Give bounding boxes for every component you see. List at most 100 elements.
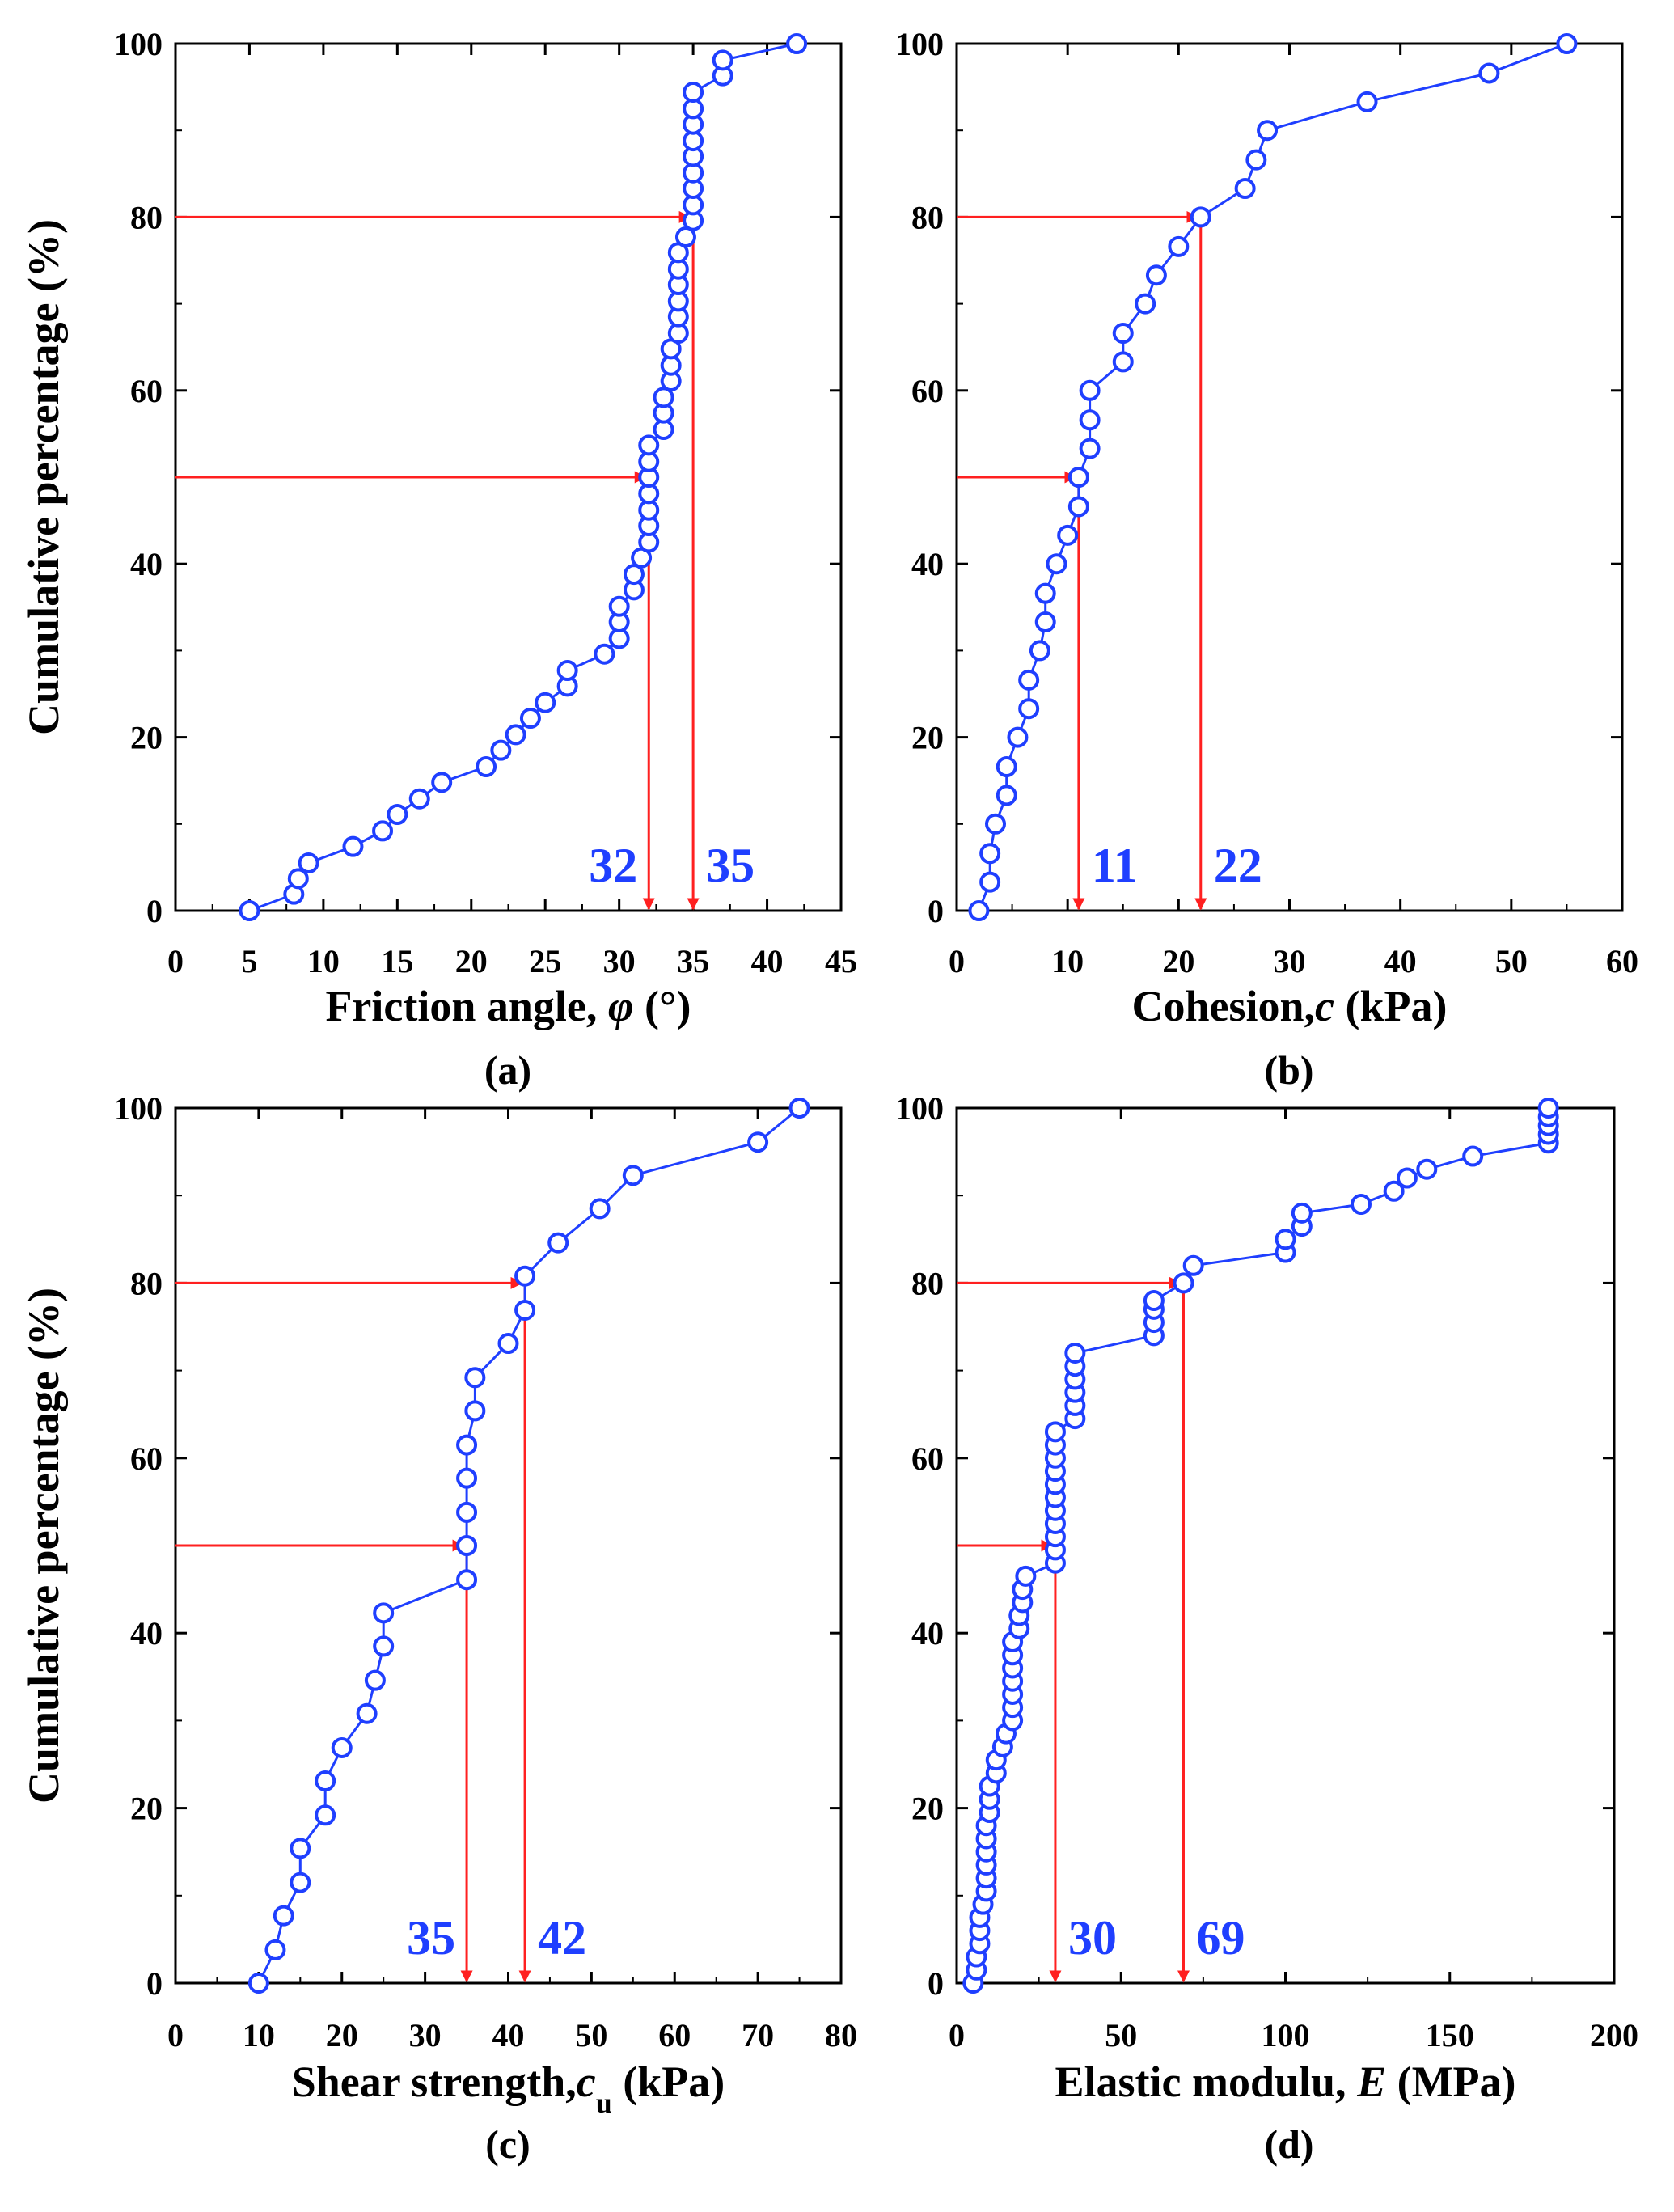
data-point bbox=[622, 1165, 644, 1186]
data-point bbox=[1029, 640, 1050, 662]
x-tick-label: 60 bbox=[1606, 943, 1638, 979]
y-tick-label: 20 bbox=[911, 1791, 944, 1827]
data-point bbox=[1057, 524, 1079, 546]
annotation-value-label: 32 bbox=[589, 839, 637, 892]
data-point bbox=[996, 785, 1017, 806]
x-axis-title: Cohesion,c (kPa) bbox=[1132, 982, 1448, 1030]
x-axis-title: Friction angle, φ (°) bbox=[325, 982, 691, 1030]
data-point bbox=[985, 813, 1007, 835]
annotation-value-label: 30 bbox=[1068, 1911, 1117, 1965]
x-axis-title-prefix: Cohesion, bbox=[1132, 982, 1316, 1030]
data-point bbox=[1018, 698, 1040, 720]
data-point bbox=[1182, 1254, 1204, 1276]
y-tick-label: 20 bbox=[911, 720, 944, 756]
y-tick-label: 80 bbox=[911, 1265, 944, 1301]
x-tick-label: 0 bbox=[949, 2017, 965, 2053]
data-point bbox=[1356, 91, 1378, 112]
data-point bbox=[239, 900, 260, 921]
data-point bbox=[1537, 1098, 1559, 1119]
data-point bbox=[456, 1434, 478, 1456]
data-point bbox=[514, 1299, 536, 1321]
data-point bbox=[497, 1333, 519, 1355]
data-point bbox=[464, 1367, 486, 1389]
data-point bbox=[623, 564, 645, 586]
x-tick-label: 30 bbox=[1274, 943, 1306, 979]
data-point bbox=[1462, 1145, 1484, 1167]
data-point bbox=[786, 33, 808, 54]
x-tick-label: 40 bbox=[492, 2017, 525, 2053]
data-point bbox=[547, 1232, 569, 1254]
data-point bbox=[996, 756, 1017, 778]
data-point bbox=[408, 788, 430, 810]
data-point bbox=[342, 835, 364, 857]
data-point bbox=[556, 660, 578, 682]
data-point bbox=[315, 1804, 336, 1826]
x-tick-label: 150 bbox=[1426, 2017, 1474, 2053]
x-tick-label: 20 bbox=[1162, 943, 1194, 979]
data-point bbox=[490, 739, 512, 761]
y-tick-label: 60 bbox=[911, 373, 944, 409]
data-point bbox=[1112, 323, 1134, 345]
data-point bbox=[431, 772, 453, 793]
annotation-value-label: 42 bbox=[538, 1911, 586, 1965]
x-tick-label: 45 bbox=[825, 943, 857, 979]
data-point bbox=[683, 82, 704, 104]
y-tick-label: 80 bbox=[911, 199, 944, 235]
x-axis-title-subscript: u bbox=[596, 2087, 612, 2119]
data-point bbox=[1168, 235, 1190, 257]
data-point bbox=[456, 1535, 478, 1556]
y-tick-label: 80 bbox=[130, 1265, 163, 1301]
x-axis-title-symbol: c bbox=[577, 2058, 596, 2106]
data-point bbox=[1383, 1180, 1405, 1202]
data-point bbox=[674, 226, 696, 248]
data-point bbox=[1034, 611, 1056, 633]
data-point bbox=[1257, 120, 1279, 142]
x-tick-label: 5 bbox=[241, 943, 257, 979]
data-point bbox=[1416, 1158, 1438, 1180]
data-point bbox=[356, 1702, 378, 1724]
data-point bbox=[1350, 1194, 1372, 1216]
data-point bbox=[979, 843, 1001, 865]
x-axis-title-prefix: Elastic modulu, bbox=[1055, 2058, 1357, 2106]
x-axis-title-suffix: (MPa) bbox=[1386, 2058, 1515, 2106]
y-tick-label: 60 bbox=[130, 1440, 163, 1477]
y-tick-label: 20 bbox=[130, 720, 163, 756]
x-axis-title-symbol: E bbox=[1356, 2058, 1386, 2106]
y-tick-label: 100 bbox=[114, 1090, 163, 1127]
data-point bbox=[298, 852, 319, 874]
chart-panel-1: 0 5 10 15 20 25 30 35 40 45 0 20 40 60 80 100 Friction a… bbox=[19, 26, 857, 1093]
data-point bbox=[290, 1872, 311, 1893]
y-axis-title: Cumulative percentage (%) bbox=[19, 219, 68, 735]
panel-label: (d) bbox=[1264, 2121, 1313, 2167]
x-axis-title-prefix: Friction angle, bbox=[325, 982, 607, 1030]
data-point bbox=[594, 643, 615, 665]
data-point bbox=[1234, 178, 1256, 200]
y-tick-label: 40 bbox=[130, 1615, 163, 1652]
data-point bbox=[788, 1098, 810, 1119]
annotation-value-label: 11 bbox=[1092, 839, 1138, 892]
data-point bbox=[1112, 351, 1134, 373]
annotation-value-label: 35 bbox=[407, 1911, 455, 1965]
x-tick-label: 70 bbox=[742, 2017, 774, 2053]
x-tick-label: 10 bbox=[307, 943, 340, 979]
y-tick-label: 60 bbox=[911, 1440, 944, 1477]
y-tick-label: 0 bbox=[146, 1965, 163, 2002]
y-tick-label: 40 bbox=[911, 1615, 944, 1652]
data-point bbox=[608, 595, 630, 617]
annotation-value-label: 69 bbox=[1196, 1911, 1245, 1965]
data-point bbox=[535, 692, 556, 713]
data-point bbox=[1007, 726, 1029, 748]
panel-label: (c) bbox=[485, 2121, 531, 2167]
y-tick-label: 100 bbox=[114, 26, 163, 62]
y-tick-label: 40 bbox=[911, 546, 944, 582]
x-tick-label: 0 bbox=[167, 2017, 184, 2053]
data-point bbox=[1044, 1421, 1066, 1443]
x-tick-label: 80 bbox=[825, 2017, 857, 2053]
data-point bbox=[273, 1905, 294, 1927]
data-point bbox=[1396, 1167, 1418, 1189]
data-point bbox=[464, 1400, 486, 1422]
data-point bbox=[387, 804, 408, 826]
x-tick-label: 200 bbox=[1590, 2017, 1638, 2053]
x-axis-title-suffix: (kPa) bbox=[1334, 982, 1447, 1030]
